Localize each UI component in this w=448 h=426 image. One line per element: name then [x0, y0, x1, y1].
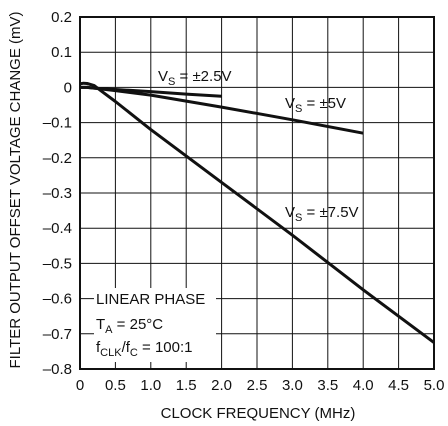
series-lines [79, 81, 435, 344]
x-axis-title: CLOCK FREQUENCY (MHz) [161, 405, 356, 422]
x-tick-label: 4.0 [353, 377, 374, 394]
x-tick-label: 2.0 [211, 377, 232, 394]
x-tick-label: 5.0 [424, 377, 445, 394]
annotation-box-bg [94, 288, 216, 362]
y-tick-label: –0.6 [43, 291, 72, 308]
series-line-1 [80, 85, 364, 135]
x-tick-label: 0 [76, 377, 84, 394]
series-label-2p5v: VS = ±2.5V [158, 68, 232, 88]
y-axis-title: FILTER OUTPUT OFFSET VOLTAGE CHANGE (mV) [7, 12, 24, 369]
series-label-7p5v: VS = ±7.5V [285, 204, 359, 224]
y-tick-label: –0.8 [43, 361, 72, 378]
annotation-line-3: fCLK/fC = 100:1 [96, 339, 193, 359]
x-tick-label: 0.5 [105, 377, 126, 394]
y-tick-label: –0.7 [43, 326, 72, 343]
x-tick-label: 3.5 [317, 377, 338, 394]
y-tick-label: –0.2 [43, 150, 72, 167]
tick-labels: 0 0.5 1.0 1.5 2.0 2.5 3.0 3.5 4.0 4.5 5.00.20.10–0… [43, 9, 445, 394]
annotation-line-2: TA = 25°C [96, 316, 163, 336]
x-tick-label: 3.0 [282, 377, 303, 394]
x-tick-label: 2.5 [247, 377, 268, 394]
y-tick-label: 0 [64, 79, 72, 96]
x-tick-label: 4.5 [388, 377, 409, 394]
x-tick-label: 1.5 [176, 377, 197, 394]
y-tick-label: 0.1 [51, 44, 72, 61]
grid [80, 17, 434, 369]
x-tick-label: 1.0 [140, 377, 161, 394]
series-line-2 [79, 81, 435, 344]
y-tick-label: –0.3 [43, 185, 72, 202]
series-label-5v: VS = ±5V [285, 95, 346, 115]
y-tick-label: 0.2 [51, 9, 72, 26]
y-tick-label: –0.5 [43, 255, 72, 272]
annotation-line-1: LINEAR PHASE [96, 291, 205, 308]
y-tick-label: –0.4 [43, 220, 72, 237]
plot-frame [79, 16, 435, 370]
y-tick-label: –0.1 [43, 115, 72, 132]
